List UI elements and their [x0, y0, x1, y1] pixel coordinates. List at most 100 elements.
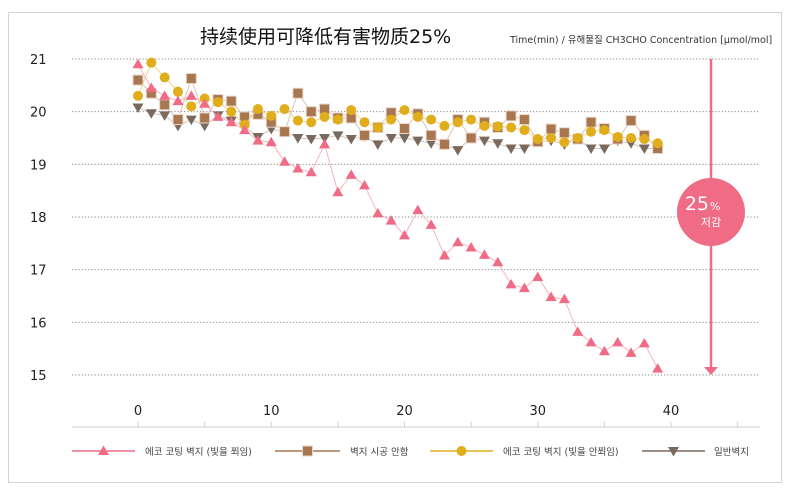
data-point — [252, 135, 264, 145]
data-point — [266, 110, 277, 121]
data-point — [558, 127, 570, 139]
data-point — [545, 291, 557, 302]
data-point — [638, 337, 650, 348]
data-point — [305, 106, 317, 118]
data-point — [478, 249, 490, 259]
data-point — [292, 115, 303, 126]
data-point — [585, 336, 597, 347]
data-point — [292, 163, 304, 173]
badge-value: 25 — [685, 193, 709, 215]
data-point — [159, 90, 171, 100]
data-point — [345, 135, 357, 145]
data-point — [438, 138, 450, 150]
data-point — [372, 122, 383, 133]
data-point — [425, 129, 437, 141]
data-point — [279, 126, 291, 138]
data-point — [145, 82, 157, 92]
data-point — [279, 156, 291, 166]
chart-frame — [8, 12, 782, 483]
data-point — [505, 144, 517, 155]
data-point — [585, 144, 597, 155]
data-point — [639, 134, 650, 145]
data-point — [638, 144, 650, 155]
data-point — [399, 134, 410, 144]
x-tick-label: 30 — [529, 404, 546, 419]
data-point — [212, 111, 224, 121]
data-point — [133, 90, 143, 101]
data-point — [479, 120, 490, 131]
data-point — [172, 95, 184, 106]
data-point — [172, 86, 183, 97]
data-point — [438, 249, 450, 260]
data-point — [226, 106, 237, 117]
data-point — [185, 115, 197, 126]
data-point — [492, 121, 503, 132]
data-point — [319, 138, 331, 149]
chart-title: 持续使用可降低有害物质25% — [200, 26, 452, 48]
data-point — [199, 121, 211, 132]
data-point — [465, 242, 477, 252]
series-line — [137, 64, 659, 369]
arrow-head — [704, 367, 718, 375]
data-point — [612, 336, 624, 347]
data-point — [519, 125, 530, 136]
data-point — [132, 74, 144, 86]
data-point — [332, 186, 344, 197]
data-point — [492, 139, 504, 149]
data-point — [425, 219, 437, 229]
data-point — [145, 109, 157, 119]
legend-marker — [302, 445, 313, 457]
data-point — [332, 114, 343, 125]
data-point — [385, 215, 397, 225]
reduction-badge — [677, 178, 745, 246]
data-point — [239, 124, 251, 135]
series-layer — [132, 57, 664, 373]
y-tick-label: 17 — [30, 264, 47, 279]
data-point — [626, 133, 637, 143]
data-point — [412, 111, 423, 122]
data-point — [385, 134, 397, 144]
chart-subtitle: Time(min) / 유해물질 CH3CHO Concentration [μ… — [510, 35, 773, 46]
legend-item: 에코 코팅 벽지 (빛을 쬐임) — [72, 445, 252, 458]
x-tick-label: 0 — [134, 404, 142, 419]
y-tick-label: 19 — [30, 158, 47, 173]
data-point — [478, 136, 490, 147]
x-tick-label: 20 — [396, 404, 413, 419]
data-point — [225, 116, 237, 127]
data-point — [306, 117, 317, 128]
data-point — [132, 58, 144, 69]
legend: 에코 코팅 벽지 (빛을 쬐임) 벽지 시공 안함 에코 코팅 벽지 (빛을 안쬐임… — [72, 445, 749, 458]
series-0 — [132, 58, 664, 373]
data-point — [132, 103, 144, 113]
data-point — [252, 104, 263, 115]
data-point — [386, 114, 397, 125]
data-point — [518, 114, 530, 126]
data-point — [172, 114, 184, 126]
data-point — [505, 110, 517, 122]
reduction-annotation: 25 % 저감 — [677, 59, 745, 375]
data-point — [598, 345, 610, 356]
y-tick-label: 16 — [30, 316, 47, 331]
data-point — [372, 207, 384, 218]
gridlines — [72, 58, 760, 376]
legend-label: 벽지 시공 안함 — [350, 447, 409, 458]
data-point — [185, 90, 197, 100]
data-point — [305, 135, 317, 145]
series-line — [137, 76, 659, 149]
data-point — [518, 144, 530, 155]
y-tick-label: 15 — [30, 369, 47, 384]
series-1 — [132, 72, 664, 155]
data-point — [612, 131, 623, 142]
data-point — [346, 105, 357, 116]
data-point — [452, 117, 463, 128]
data-point — [652, 363, 664, 373]
data-point — [279, 104, 290, 115]
data-point — [199, 98, 211, 108]
y-tick-label: 21 — [30, 53, 47, 68]
data-point — [439, 120, 450, 131]
y-axis-ticks: 21 20 19 18 17 16 15 — [30, 53, 47, 384]
data-point — [146, 57, 157, 68]
data-point — [412, 136, 424, 147]
data-point — [452, 236, 464, 247]
